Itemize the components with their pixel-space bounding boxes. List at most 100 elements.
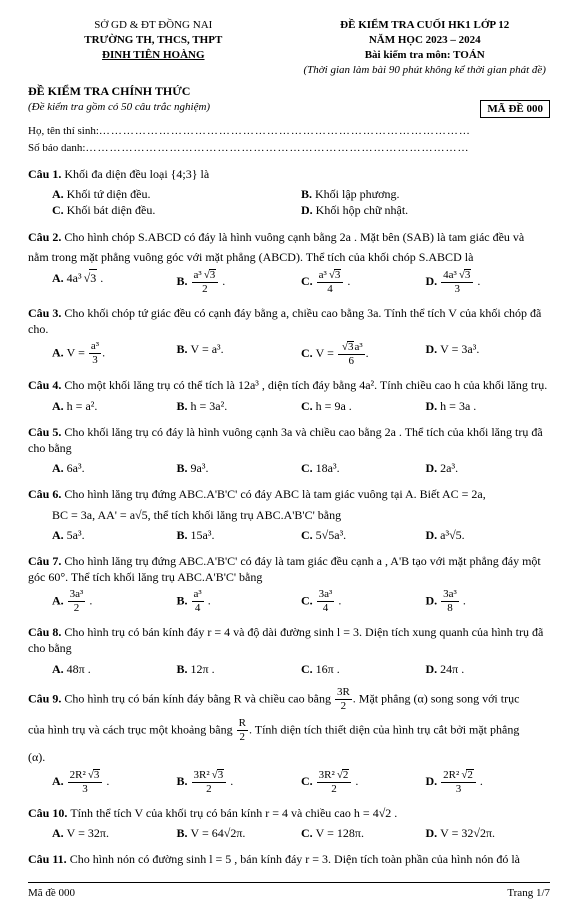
q4-D: D. h = 3a . — [426, 398, 551, 414]
q4-A: A. h = a². — [52, 398, 177, 414]
q6-C: C. 5√5a³. — [301, 527, 426, 543]
q2-D: D. 4a³33 . — [426, 269, 551, 295]
name-label: Họ, tên thí sinh: — [28, 125, 99, 137]
q1-C: C. Khối bát diện đều. — [52, 202, 301, 218]
question-7: Câu 7. Cho hình lăng trụ đứng ABC.A'B'C'… — [28, 553, 550, 614]
q4-C: C. h = 9a . — [301, 398, 426, 414]
student-name-line: Họ, tên thí sinh:……………………………………………………………… — [28, 124, 550, 139]
hr1: ĐỀ KIỂM TRA CUỐI HK1 LỚP 12 — [299, 18, 550, 33]
q11-text: Cho hình nón có đường sinh l = 5 , bán k… — [70, 852, 520, 866]
header-right: ĐỀ KIỂM TRA CUỐI HK1 LỚP 12 NĂM HỌC 2023… — [299, 18, 550, 77]
dots: …………………………………………………………………………………… — [85, 142, 469, 154]
question-10: Câu 10. Tính thể tích V của khối trụ có … — [28, 805, 550, 841]
q4-text: Cho một khối lăng trụ có thể tích là 12a… — [64, 378, 547, 392]
q7-options: A. 3a³2 . B. a³4 . C. 3a³4 . D. 3a³8 . — [28, 589, 550, 614]
q8-stem: Câu 8. Cho hình trụ có bán kính đáy r = … — [28, 624, 550, 656]
exam-subtitle: (Đề kiểm tra gồm có 50 câu trắc nghiệm) — [28, 100, 210, 115]
q6-stem: Câu 6. Cho hình lăng trụ đứng ABC.A'B'C'… — [28, 486, 550, 502]
q9-s3: (α). — [28, 749, 550, 765]
q10-stem: Câu 10. Tính thể tích V của khối trụ có … — [28, 805, 550, 821]
q7-text: Cho hình lăng trụ đứng ABC.A'B'C' có đáy… — [28, 554, 541, 584]
dots: ………………………………………………………………………………… — [99, 125, 471, 137]
q2-C: C. a³34 . — [301, 269, 426, 295]
question-6: Câu 6. Cho hình lăng trụ đứng ABC.A'B'C'… — [28, 486, 550, 543]
question-5: Câu 5. Cho khối lăng trụ có đáy là hình … — [28, 424, 550, 477]
q1-D: D. Khối hộp chữ nhật. — [301, 202, 550, 218]
q7-B: B. a³4 . — [177, 589, 302, 614]
q2-s1: Cho hình chóp S.ABCD có đáy là hình vuôn… — [64, 230, 524, 244]
header-left: SỞ GD & ĐT ĐỒNG NAI TRƯỜNG TH, THCS, THP… — [28, 18, 279, 77]
q3-A: A. V = a³3. — [52, 341, 177, 367]
footer-right: Trang 1/7 — [507, 886, 550, 901]
q9-s1a: Cho hình trụ có bán kính đáy bằng R và c… — [64, 691, 334, 705]
q7-C: C. 3a³4 . — [301, 589, 426, 614]
hl2: TRƯỜNG TH, THCS, THPT — [28, 33, 279, 48]
q9-A: A. 2R²33 . — [52, 769, 177, 795]
q4-stem: Câu 4. Cho một khối lăng trụ có thể tích… — [28, 377, 550, 393]
q9-s1b: . Mặt phẳng (α) song song với trục — [353, 691, 520, 705]
q10-B: B. V = 64√2π. — [177, 825, 302, 841]
q5-stem: Câu 5. Cho khối lăng trụ có đáy là hình … — [28, 424, 550, 456]
q7-A: A. 3a³2 . — [52, 589, 177, 614]
q6-B: B. 15a³. — [177, 527, 302, 543]
question-2: Câu 2. Cho hình chóp S.ABCD có đáy là hì… — [28, 229, 550, 295]
q6-A: A. 5a³. — [52, 527, 177, 543]
q2-s2: nằm trong mặt phẳng vuông góc với mặt ph… — [28, 249, 550, 265]
q6-D: D. a³√5. — [426, 527, 551, 543]
exam-code-box: MÃ ĐỀ 000 — [480, 100, 550, 119]
q3-C: C. V = 3a³6. — [301, 341, 426, 367]
q6-options: A. 5a³. B. 15a³. C. 5√5a³. D. a³√5. — [28, 527, 550, 543]
q9-C: C. 3R²22 . — [301, 769, 426, 795]
q5-A: A. 6a³. — [52, 460, 177, 476]
q10-text: Tính thể tích V của khối trụ có bán kính… — [70, 806, 397, 820]
q3-B: B. V = a³. — [177, 341, 302, 367]
hl1: SỞ GD & ĐT ĐỒNG NAI — [28, 18, 279, 33]
q5-B: B. 9a³. — [177, 460, 302, 476]
q1-stem: Câu 1. Khối đa diện đều loại {4;3} là — [28, 166, 550, 182]
q3-text: Cho khối chóp tứ giác đều có cạnh đáy bằ… — [28, 306, 541, 336]
q2-options: A. 4a³3 . B. a³32 . C. a³34 . D. 4a³33 . — [28, 269, 550, 295]
q1-B: B. Khối lập phương. — [301, 186, 550, 202]
q3-stem: Câu 3. Cho khối chóp tứ giác đều có cạnh… — [28, 305, 550, 337]
page-footer: Mã đề 000 Trang 1/7 — [28, 882, 550, 901]
q5-C: C. 18a³. — [301, 460, 426, 476]
exam-title: ĐỀ KIỂM TRA CHÍNH THỨC — [28, 83, 550, 99]
q2-B: B. a³32 . — [177, 269, 302, 295]
hr4: (Thời gian làm bài 90 phút không kể thời… — [299, 63, 550, 78]
q8-B: B. 12π . — [177, 661, 302, 677]
hr2: NĂM HỌC 2023 – 2024 — [299, 33, 550, 48]
q9-D: D. 2R²23 . — [426, 769, 551, 795]
q5-text: Cho khối lăng trụ có đáy là hình vuông c… — [28, 425, 543, 455]
q8-text: Cho hình trụ có bán kính đáy r = 4 và độ… — [28, 625, 543, 655]
question-8: Câu 8. Cho hình trụ có bán kính đáy r = … — [28, 624, 550, 677]
q8-D: D. 24π . — [426, 661, 551, 677]
q5-D: D. 2a³. — [426, 460, 551, 476]
q9-options: A. 2R²33 . B. 3R²32 . C. 3R²22 . D. 2R²2… — [28, 769, 550, 795]
q7-stem: Câu 7. Cho hình lăng trụ đứng ABC.A'B'C'… — [28, 553, 550, 585]
q10-options: A. V = 32π. B. V = 64√2π. C. V = 128π. D… — [28, 825, 550, 841]
q1-text: Khối đa diện đều loại {4;3} là — [64, 167, 209, 181]
hl3: ĐINH TIÊN HOÀNG — [96, 48, 210, 63]
q8-C: C. 16π . — [301, 661, 426, 677]
q2-stem: Câu 2. Cho hình chóp S.ABCD có đáy là hì… — [28, 229, 550, 245]
q4-B: B. h = 3a². — [177, 398, 302, 414]
q5-options: A. 6a³. B. 9a³. C. 18a³. D. 2a³. — [28, 460, 550, 476]
q11-stem: Câu 11. Cho hình nón có đường sinh l = 5… — [28, 851, 550, 867]
sbd-label: Số báo danh: — [28, 142, 85, 154]
question-11: Câu 11. Cho hình nón có đường sinh l = 5… — [28, 851, 550, 867]
hr3: Bài kiểm tra môn: TOÁN — [299, 48, 550, 63]
q10-D: D. V = 32√2π. — [426, 825, 551, 841]
q3-D: D. V = 3a³. — [426, 341, 551, 367]
page-header: SỞ GD & ĐT ĐỒNG NAI TRƯỜNG TH, THCS, THP… — [28, 18, 550, 77]
q1-options: A. Khối tứ diện đều. B. Khối lập phương.… — [28, 186, 550, 218]
q9-s2: của hình trụ và cách trục một khoảng bằn… — [28, 718, 550, 743]
q3-options: A. V = a³3. B. V = a³. C. V = 3a³6. D. V… — [28, 341, 550, 367]
q2-A: A. 4a³3 . — [52, 269, 177, 295]
footer-left: Mã đề 000 — [28, 886, 75, 901]
q7-D: D. 3a³8 . — [426, 589, 551, 614]
q6-s2: BC = 3a, AA' = a√5, thể tích khối lăng t… — [52, 507, 550, 523]
q9-stem: Câu 9. Cho hình trụ có bán kính đáy bằng… — [28, 687, 550, 712]
q4-options: A. h = a². B. h = 3a². C. h = 9a . D. h … — [28, 398, 550, 414]
q8-options: A. 48π . B. 12π . C. 16π . D. 24π . — [28, 661, 550, 677]
question-1: Câu 1. Khối đa diện đều loại {4;3} là A.… — [28, 166, 550, 219]
